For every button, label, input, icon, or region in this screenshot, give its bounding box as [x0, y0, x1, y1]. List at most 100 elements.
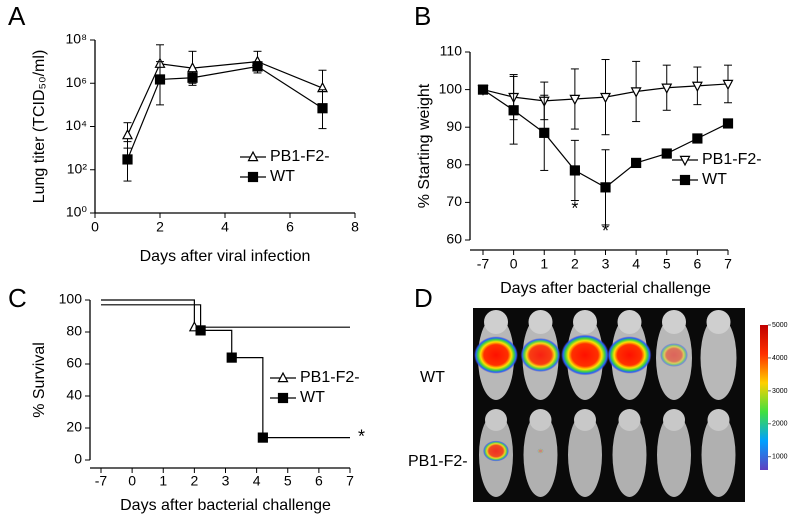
marker [679, 155, 691, 167]
marker [691, 81, 703, 93]
signal [561, 334, 609, 376]
legend-label: WT [300, 389, 325, 406]
signal [474, 336, 518, 374]
marker [317, 103, 328, 114]
colorbar-label: 5000 [772, 322, 788, 329]
annotation: * [602, 221, 609, 241]
marker [600, 92, 611, 104]
y-tick-label: 10⁴ [65, 117, 87, 133]
legend-label: PB1-F2- [702, 151, 762, 168]
mouse-head [617, 310, 642, 334]
marker [195, 325, 206, 336]
mouse-head [707, 409, 730, 431]
x-tick-label: -7 [95, 473, 108, 489]
x-axis-title: Days after viral infection [140, 248, 311, 265]
y-axis-title: % Starting weight [416, 83, 433, 208]
y-tick-label: 10⁸ [66, 31, 88, 47]
marker [247, 171, 259, 183]
series-line [101, 304, 350, 439]
x-tick-label: 1 [159, 473, 167, 489]
x-tick-label: 5 [663, 256, 671, 272]
y-tick-label: 40 [66, 387, 82, 403]
marker [257, 432, 268, 443]
x-tick-label: 4 [632, 256, 640, 272]
colorbar [760, 325, 768, 470]
marker [722, 118, 734, 129]
marker [252, 61, 263, 72]
marker [600, 182, 611, 193]
mouse-head [573, 310, 597, 334]
x-tick-label: 5 [284, 473, 292, 489]
signal [537, 448, 544, 454]
mouse [700, 316, 737, 400]
colorbar-label: 2000 [772, 421, 788, 428]
annotation: * [571, 199, 578, 219]
signal [607, 336, 652, 374]
panel-letter: B [414, 1, 431, 31]
legend-label: WT [270, 168, 295, 185]
panel-letter: A [8, 1, 26, 31]
y-tick-label: 60 [66, 355, 82, 371]
panel-letter: C [8, 283, 27, 313]
mouse-head [485, 409, 507, 431]
marker [187, 72, 198, 83]
mouse-head [529, 409, 552, 431]
x-tick-label: 6 [693, 256, 701, 272]
mouse [612, 413, 647, 497]
marker [630, 87, 642, 98]
colorbar-label: 1000 [772, 454, 788, 461]
mouse-head [484, 310, 508, 334]
signal [483, 440, 509, 462]
marker [508, 105, 519, 116]
mouse [657, 413, 691, 497]
x-tick-label: 3 [602, 256, 610, 272]
mouse-head [574, 409, 596, 431]
x-tick-label: 0 [91, 219, 99, 235]
x-tick-label: 1 [540, 256, 548, 272]
signal [660, 343, 688, 367]
mouse [523, 413, 558, 497]
y-tick-label: 80 [66, 323, 82, 339]
marker [187, 61, 198, 73]
mouse-head [662, 310, 686, 334]
x-tick-label: 4 [221, 219, 229, 235]
y-tick-label: 10² [67, 160, 88, 176]
colorbar-label: 4000 [772, 355, 788, 362]
y-tick-label: 80 [446, 156, 462, 172]
x-tick-label: 2 [156, 219, 164, 235]
y-tick-label: 0 [74, 451, 82, 467]
x-tick-label: 3 [222, 473, 230, 489]
signal [520, 338, 561, 372]
x-tick-label: 2 [190, 473, 198, 489]
y-tick-label: 60 [446, 231, 462, 247]
marker [277, 371, 289, 383]
x-tick-label: 7 [724, 256, 732, 272]
y-tick-label: 90 [446, 118, 462, 134]
y-tick-label: 10⁰ [66, 204, 88, 220]
annotation: * [358, 426, 365, 446]
marker [122, 154, 133, 165]
y-tick-label: 10⁶ [66, 74, 87, 90]
y-axis-title: Lung titer (TCID₅₀/ml) [31, 50, 48, 204]
mouse-image [474, 310, 737, 497]
legend-label: WT [702, 171, 727, 188]
series-line [101, 299, 350, 328]
x-tick-label: 4 [253, 473, 261, 489]
x-axis-title: Days after bacterial challenge [120, 497, 331, 514]
y-tick-label: 110 [440, 43, 463, 59]
mouse-head [706, 310, 731, 334]
x-tick-label: 0 [128, 473, 136, 489]
mouse [701, 413, 736, 497]
mouse-head [663, 409, 685, 431]
x-tick-label: 8 [351, 219, 359, 235]
y-tick-label: 100 [59, 291, 83, 307]
mouse-head [528, 310, 553, 334]
x-tick-label: -7 [477, 256, 490, 272]
image-background [473, 308, 745, 502]
marker [631, 157, 642, 169]
marker [569, 165, 580, 176]
x-tick-label: 7 [346, 473, 354, 489]
marker [679, 174, 691, 186]
y-axis-title: % Survival [31, 342, 48, 418]
